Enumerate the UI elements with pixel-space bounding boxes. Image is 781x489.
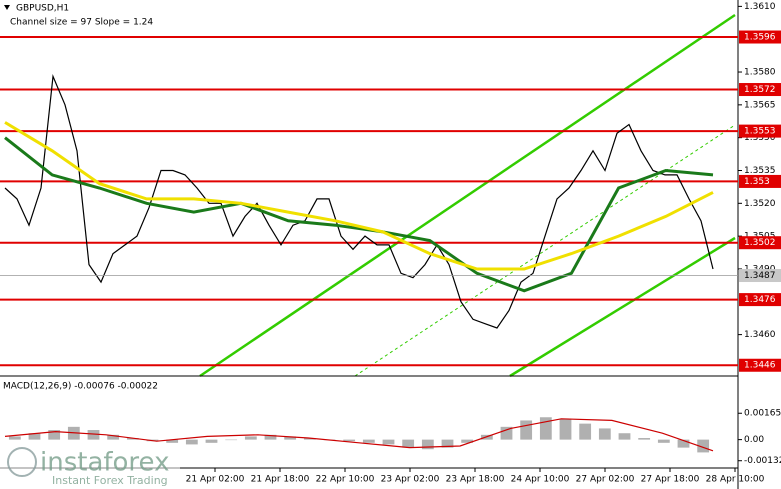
time-label: 21 Apr 18:00 bbox=[251, 475, 310, 485]
macd-bar bbox=[520, 420, 533, 440]
level-label-bg bbox=[739, 30, 781, 44]
macd-bar bbox=[382, 439, 395, 445]
y-tick-label: 1.3550 bbox=[744, 133, 776, 143]
y-tick-label: -0.00132 bbox=[744, 456, 781, 466]
time-label: 22 Apr 10:00 bbox=[316, 475, 375, 485]
macd-bar bbox=[657, 439, 670, 443]
level-label: 1.353 bbox=[744, 177, 770, 187]
time-label: 27 Apr 02:00 bbox=[576, 475, 635, 485]
y-tick-label: 1.3580 bbox=[744, 68, 776, 78]
macd-bar bbox=[264, 434, 277, 440]
macd-bar bbox=[559, 418, 572, 440]
macd-bar bbox=[677, 439, 690, 448]
macd-bar bbox=[598, 428, 611, 440]
collapse-icon bbox=[4, 5, 10, 10]
current-price-label: 1.3487 bbox=[744, 271, 776, 281]
series-line bbox=[4, 418, 714, 452]
macd-bar bbox=[166, 439, 179, 443]
macd-bar bbox=[638, 438, 651, 440]
macd-bar bbox=[402, 439, 415, 448]
macd-bar bbox=[461, 439, 474, 443]
y-tick-label: 1.3565 bbox=[744, 100, 776, 110]
macd-bar bbox=[87, 430, 100, 440]
channel-lower bbox=[509, 236, 736, 378]
macd-bar bbox=[48, 430, 61, 440]
level-label: 1.3502 bbox=[744, 238, 776, 248]
watermark-tagline: Instant Forex Trading bbox=[52, 474, 168, 487]
macd-bar bbox=[421, 439, 434, 450]
level-label-bg bbox=[739, 293, 781, 307]
series-line bbox=[4, 121, 714, 271]
macd-bar bbox=[362, 439, 375, 443]
macd-bar bbox=[8, 436, 21, 440]
watermark-brand: instaforex bbox=[40, 448, 169, 478]
level-label: 1.3446 bbox=[744, 361, 776, 371]
y-tick-label: 1.3610 bbox=[744, 2, 776, 12]
y-tick-label: 1.3520 bbox=[744, 199, 776, 209]
macd-bar bbox=[441, 439, 454, 448]
macd-bar bbox=[343, 439, 356, 442]
level-label: 1.3596 bbox=[744, 33, 776, 43]
macd-bar bbox=[539, 417, 552, 440]
y-tick-label: 1.3460 bbox=[744, 330, 776, 340]
macd-bar bbox=[500, 426, 513, 440]
macd-bar bbox=[185, 439, 198, 445]
macd-bar bbox=[28, 433, 41, 440]
time-label: 24 Apr 10:00 bbox=[511, 475, 570, 485]
level-label-bg bbox=[739, 236, 781, 250]
level-label: 1.3476 bbox=[744, 295, 776, 305]
macd-bar bbox=[244, 436, 257, 440]
symbol: GBPUSD,H1 bbox=[16, 4, 69, 14]
macd-bar bbox=[225, 439, 238, 441]
time-label: 27 Apr 18:00 bbox=[641, 475, 700, 485]
macd-bar bbox=[303, 438, 316, 440]
macd-bar bbox=[579, 423, 592, 440]
watermark-logo bbox=[7, 447, 37, 477]
y-tick-label: 0.00 bbox=[744, 435, 764, 445]
macd-title: MACD(12,26,9) -0.00076 -0.00022 bbox=[3, 382, 158, 392]
level-label-bg bbox=[739, 124, 781, 138]
macd-bar bbox=[126, 438, 139, 440]
time-label: 28 Apr 10:00 bbox=[706, 475, 765, 485]
time-label: 23 Apr 02:00 bbox=[381, 475, 440, 485]
level-label: 1.3553 bbox=[744, 127, 776, 137]
time-label: 21 Apr 02:00 bbox=[186, 475, 245, 485]
indicator-info: Channel size = 97 Slope = 1.24 bbox=[10, 18, 153, 28]
series-line bbox=[4, 136, 714, 293]
plot-layer bbox=[0, 36, 738, 453]
level-label: 1.3572 bbox=[744, 85, 776, 95]
series-line bbox=[4, 74, 714, 329]
channel-middle bbox=[354, 124, 736, 377]
watermark: instaforex Instant Forex Trading bbox=[0, 443, 180, 489]
macd-bar bbox=[107, 434, 120, 440]
y-tick-label: 0.00165 bbox=[744, 409, 781, 419]
macd-bar bbox=[618, 433, 631, 440]
channel-upper bbox=[199, 13, 736, 378]
level-label-bg bbox=[739, 174, 781, 188]
macd-bar bbox=[697, 439, 710, 453]
time-label: 23 Apr 18:00 bbox=[446, 475, 505, 485]
y-tick-label: 1.3535 bbox=[744, 166, 776, 176]
macd-bar bbox=[205, 439, 218, 443]
level-label-bg bbox=[739, 358, 781, 372]
current-price-bg bbox=[739, 269, 781, 283]
level-label-bg bbox=[739, 83, 781, 97]
macd-bar bbox=[284, 436, 297, 440]
